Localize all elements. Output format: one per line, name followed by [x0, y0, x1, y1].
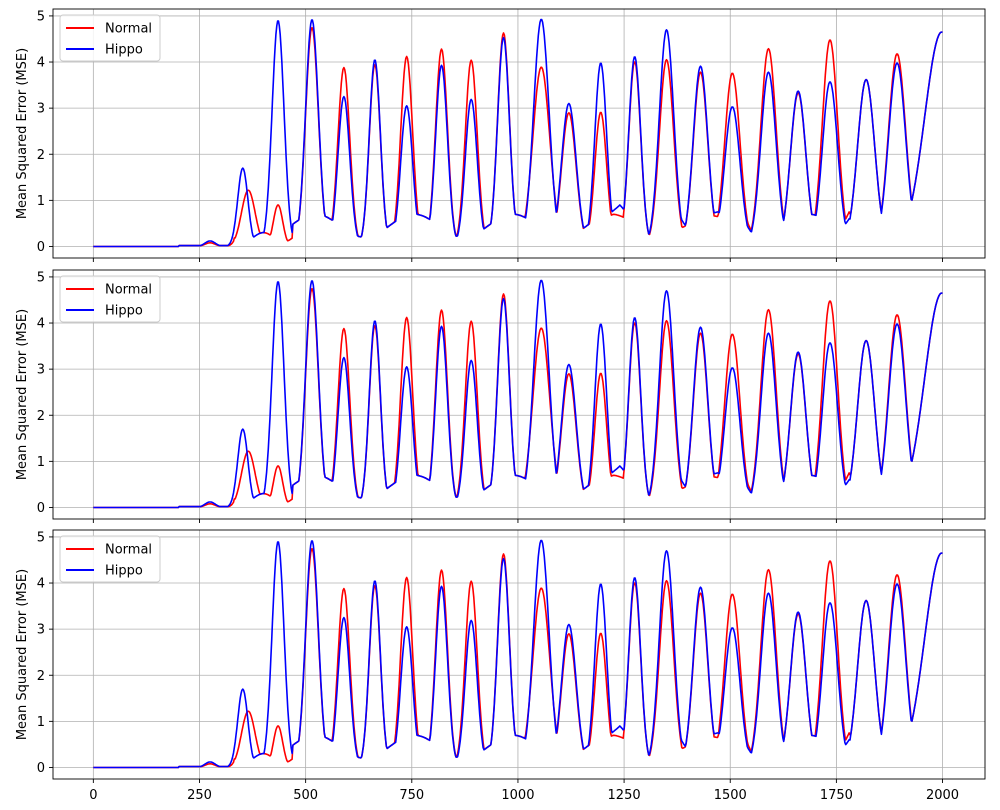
axes-frame [52, 269, 986, 520]
y-tick-label: 0 [37, 761, 45, 776]
legend-label-hippo: Hippo [105, 564, 143, 579]
y-tick-label: 1 [37, 194, 45, 209]
x-tick-label: 500 [293, 788, 318, 803]
series-line-hippo [93, 18, 943, 248]
series-line-hippo [93, 539, 943, 769]
y-axis-label: Mean Squared Error (MSE) [15, 48, 30, 219]
y-tick-label: 0 [37, 501, 45, 516]
x-tick-label: 750 [399, 788, 424, 803]
y-tick-label: 1 [37, 455, 45, 470]
x-tick-label: 2000 [926, 788, 959, 803]
panel-1: 0 1 2 3 4 5 Mean Squared Error (MSE) Normal Hipp… [15, 8, 986, 262]
x-tick-label: 250 [187, 788, 212, 803]
legend: Normal Hippo [59, 275, 161, 323]
legend-label-normal: Normal [105, 22, 152, 37]
y-tick-label: 2 [37, 148, 45, 163]
y-tick-label: 5 [37, 530, 45, 545]
series-line-hippo [93, 279, 943, 509]
y-tick-label: 5 [37, 9, 45, 24]
legend-label-hippo: Hippo [105, 304, 143, 319]
x-tick-label: 0 [89, 788, 97, 803]
y-tick-label: 4 [37, 577, 45, 592]
y-tick-label: 3 [37, 102, 45, 117]
y-tick-label: 2 [37, 409, 45, 424]
y-axis-label: Mean Squared Error (MSE) [15, 309, 30, 480]
plot-area [53, 530, 985, 779]
y-tick-label: 5 [37, 270, 45, 285]
legend-label-hippo: Hippo [105, 43, 143, 58]
legend-label-normal: Normal [105, 543, 152, 558]
axes-frame [52, 529, 986, 780]
y-tick-label: 3 [37, 363, 45, 378]
x-tick-label: 1750 [820, 788, 853, 803]
legend: Normal Hippo [59, 535, 161, 583]
y-tick-label: 4 [37, 56, 45, 71]
y-tick-label: 3 [37, 623, 45, 638]
plot-area [53, 270, 985, 519]
y-tick-label: 1 [37, 715, 45, 730]
legend-label-normal: Normal [105, 283, 152, 298]
y-tick-label: 4 [37, 317, 45, 332]
x-tick-label: 1500 [714, 788, 747, 803]
y-tick-label: 2 [37, 669, 45, 684]
legend: Normal Hippo [59, 14, 161, 62]
axes-frame [52, 8, 986, 259]
panel-2: 0 1 2 3 4 5 Mean Squared Error (MSE) Normal Hipp… [15, 269, 986, 523]
panel-3: 0 1 2 3 4 5 0 250 500 750 1000 1250 1500 1750 2000 Mean… [15, 529, 986, 803]
x-tick-label: 1000 [501, 788, 534, 803]
y-tick-label: 0 [37, 240, 45, 255]
y-axis-label: Mean Squared Error (MSE) [15, 569, 30, 740]
x-tick-label: 1250 [608, 788, 641, 803]
plot-area [53, 9, 985, 258]
